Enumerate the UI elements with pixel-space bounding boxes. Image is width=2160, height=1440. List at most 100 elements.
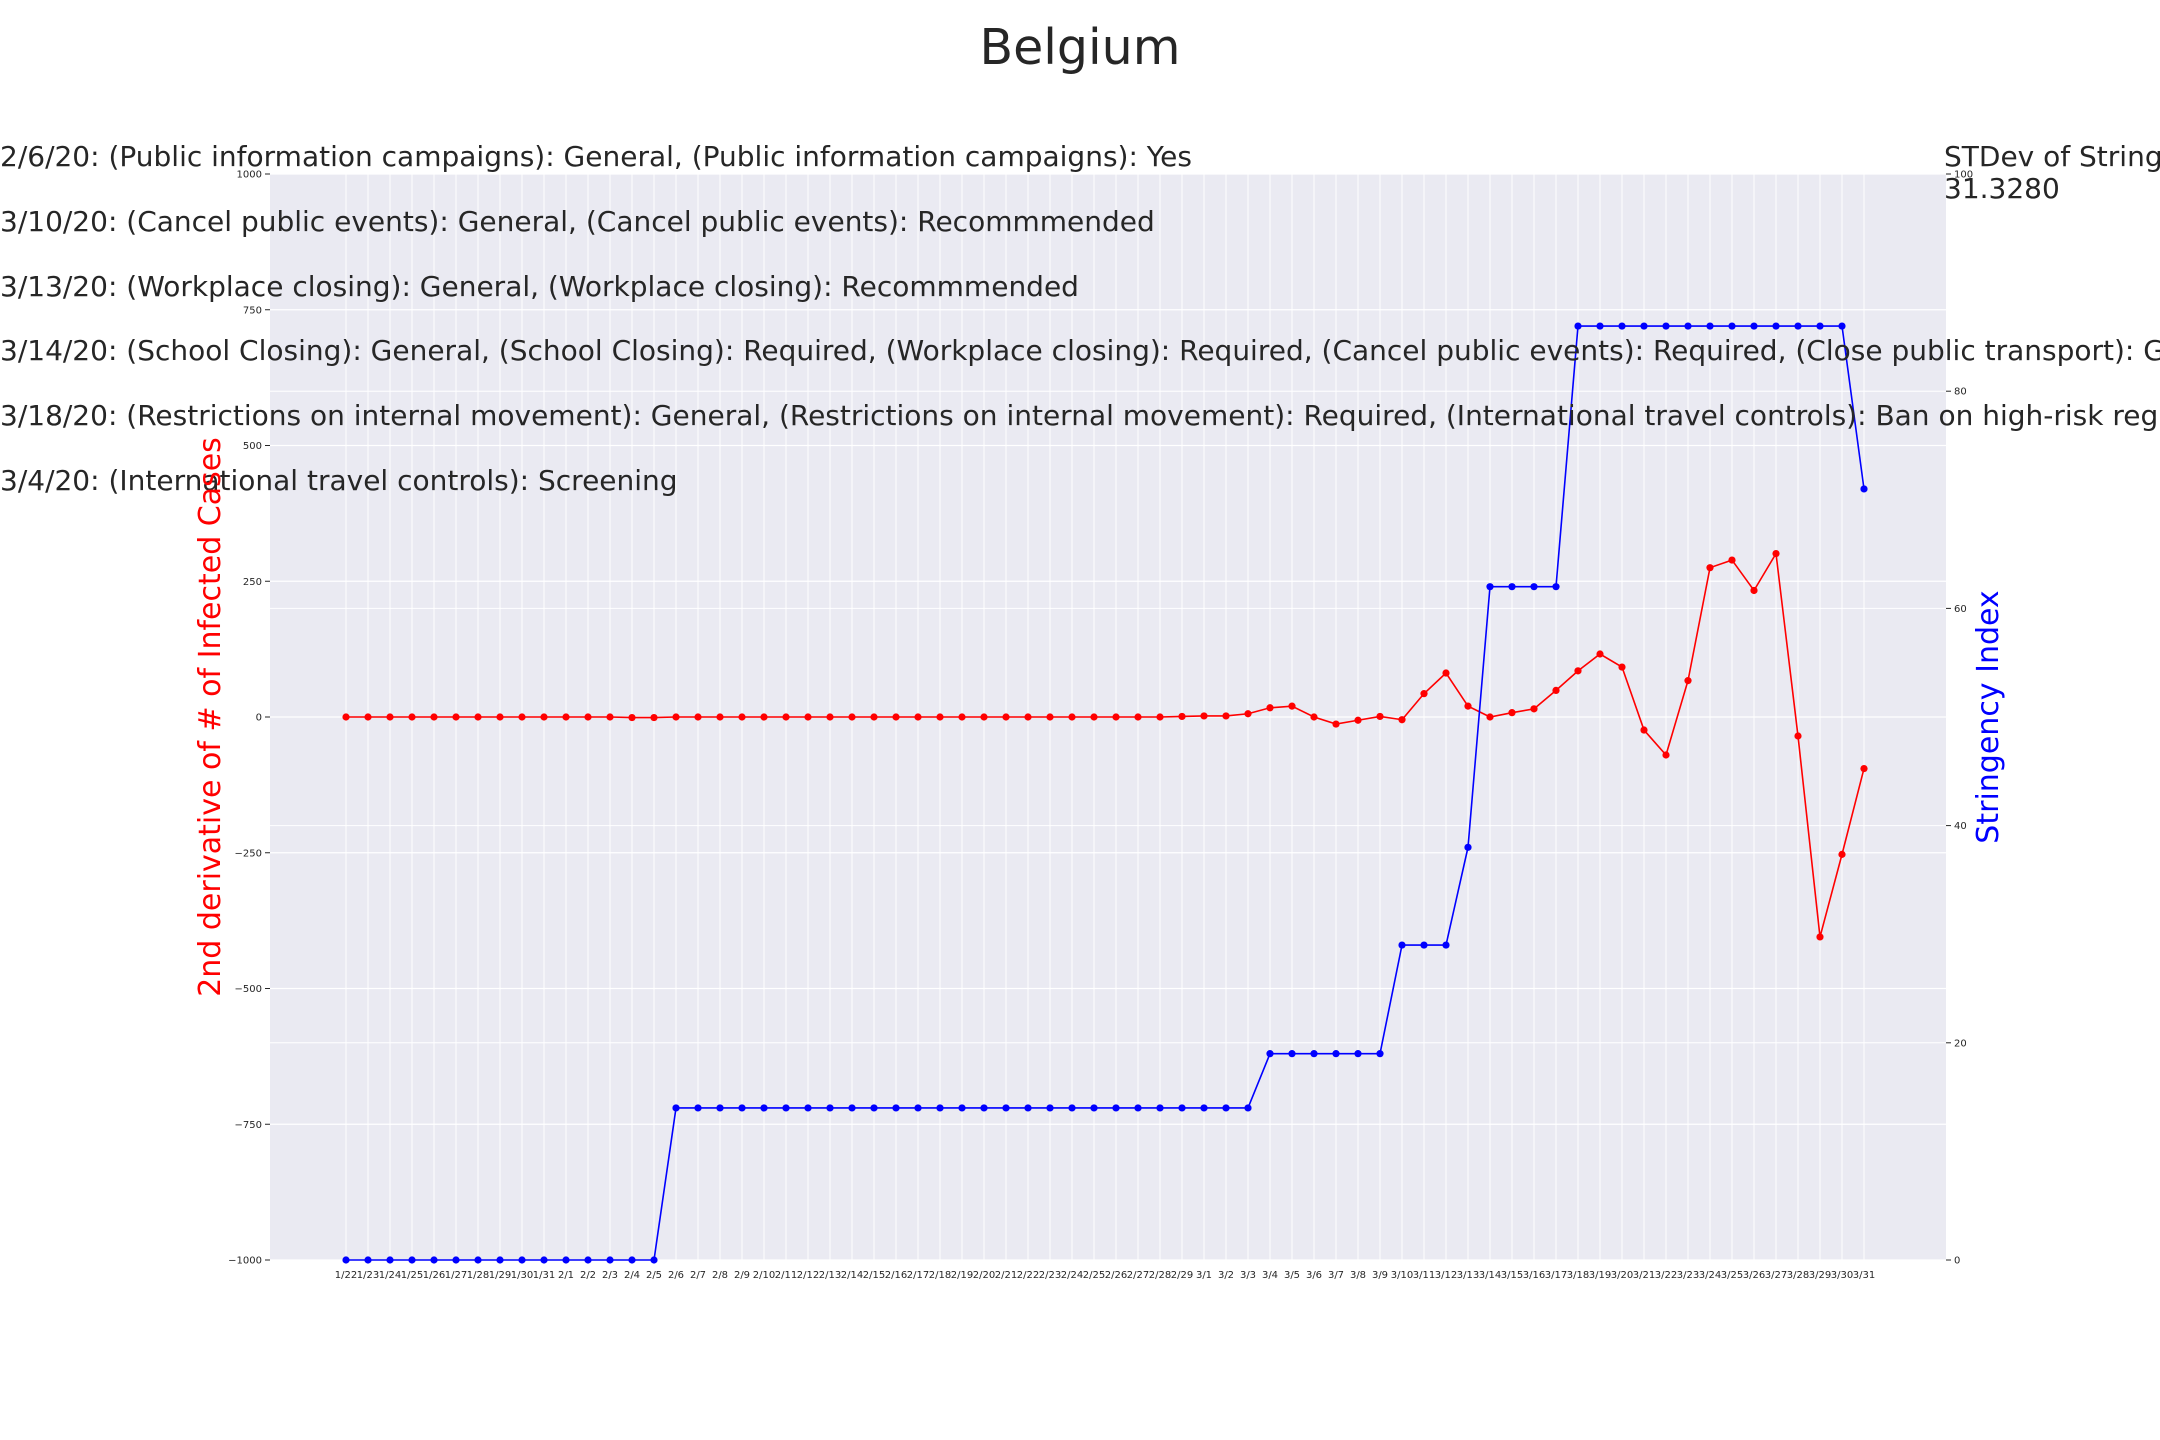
x-tick-label: 2/11 — [775, 1270, 797, 1281]
stdev-label: STDev of Stringency — [1944, 140, 2160, 173]
data-point-stringency — [1552, 583, 1560, 591]
x-tick-label: 3/5 — [1284, 1270, 1300, 1281]
data-point-stringency — [1442, 941, 1450, 949]
data-point-stringency — [1376, 1050, 1384, 1058]
data-point-stringency — [1112, 1104, 1120, 1112]
data-point-cases — [1420, 690, 1428, 698]
data-point-stringency — [1684, 322, 1692, 330]
data-point-cases — [760, 713, 768, 721]
data-point-stringency — [1662, 322, 1670, 330]
x-tick-label: 3/14 — [1479, 1270, 1501, 1281]
data-point-cases — [936, 713, 944, 721]
x-tick-label: 3/23 — [1677, 1270, 1699, 1281]
x-tick-label: 3/18 — [1567, 1270, 1589, 1281]
data-point-stringency — [1860, 485, 1868, 493]
data-point-cases — [1376, 712, 1384, 721]
x-tick-label: 3/6 — [1306, 1270, 1322, 1281]
x-tick-label: 3/7 — [1328, 1270, 1344, 1281]
x-tick-label: 2/10 — [753, 1270, 775, 1281]
data-point-cases — [1442, 669, 1450, 677]
data-point-stringency — [1508, 583, 1516, 591]
data-point-cases — [848, 713, 856, 721]
data-point-cases — [342, 713, 350, 721]
data-point-stringency — [1002, 1104, 1010, 1112]
x-tick-label: 3/30 — [1831, 1270, 1853, 1281]
data-point-stringency — [430, 1256, 438, 1264]
data-point-cases — [1178, 712, 1186, 721]
x-tick-label: 3/27 — [1765, 1270, 1787, 1281]
data-point-stringency — [408, 1256, 416, 1264]
data-point-cases — [1706, 564, 1714, 572]
x-tick-label: 1/30 — [511, 1270, 533, 1281]
x-tick-label: 3/21 — [1633, 1270, 1655, 1281]
data-point-cases — [1750, 586, 1758, 595]
data-point-cases — [1772, 549, 1780, 558]
data-point-cases — [1090, 713, 1098, 721]
annotation-5: 3/18/20: (Restrictions on internal movem… — [0, 399, 2160, 432]
data-point-stringency — [958, 1104, 966, 1112]
x-tick-label: 3/15 — [1501, 1270, 1523, 1281]
data-point-cases — [914, 713, 922, 721]
data-point-stringency — [914, 1104, 922, 1112]
x-tick-label: 2/15 — [863, 1270, 885, 1281]
x-tick-label: 2/13 — [819, 1270, 841, 1281]
data-point-stringency — [1200, 1104, 1208, 1112]
annotation-2: 3/10/20: (Cancel public events): General… — [0, 205, 1155, 238]
data-point-stringency — [1024, 1104, 1032, 1112]
data-point-stringency — [1156, 1104, 1164, 1112]
data-point-cases — [1552, 686, 1560, 694]
x-tick-label: 2/14 — [841, 1270, 863, 1281]
data-point-stringency — [496, 1256, 504, 1264]
data-point-cases — [1002, 713, 1010, 721]
x-tick-label: 2/20 — [973, 1270, 995, 1281]
data-point-stringency — [386, 1256, 394, 1264]
data-point-cases — [980, 713, 988, 721]
data-point-stringency — [980, 1104, 988, 1112]
x-tick-label: 2/12 — [797, 1270, 819, 1281]
x-tick-label: 3/25 — [1721, 1270, 1743, 1281]
x-tick-label: 1/23 — [357, 1270, 379, 1281]
x-tick-label: 2/6 — [668, 1270, 684, 1281]
x-tick-label: 3/24 — [1699, 1270, 1721, 1281]
data-point-stringency — [1838, 322, 1846, 330]
data-point-cases — [1266, 704, 1274, 712]
x-tick-label: 3/2 — [1218, 1270, 1234, 1281]
data-point-cases — [1398, 716, 1406, 724]
data-point-stringency — [650, 1256, 658, 1264]
data-point-stringency — [716, 1104, 724, 1112]
y-left-tick-label: 1000 — [237, 170, 262, 181]
data-point-cases — [826, 713, 834, 721]
data-point-stringency — [694, 1104, 702, 1112]
data-point-cases — [1816, 933, 1824, 941]
data-point-cases — [1134, 713, 1142, 721]
data-point-stringency — [936, 1104, 944, 1112]
data-point-cases — [562, 713, 570, 721]
x-tick-label: 2/19 — [951, 1270, 973, 1281]
x-tick-label: 3/22 — [1655, 1270, 1677, 1281]
x-tick-label: 1/24 — [379, 1270, 401, 1281]
data-point-cases — [408, 713, 416, 721]
x-tick-label: 2/7 — [690, 1270, 706, 1281]
data-point-stringency — [1750, 322, 1758, 330]
data-point-stringency — [1596, 322, 1604, 330]
x-tick-label: 2/3 — [602, 1270, 618, 1281]
data-point-stringency — [892, 1104, 900, 1112]
x-tick-label: 3/16 — [1523, 1270, 1545, 1281]
x-tick-label: 2/22 — [1017, 1270, 1039, 1281]
data-point-stringency — [804, 1104, 812, 1112]
data-point-stringency — [1816, 322, 1824, 330]
x-tick-label: 3/26 — [1743, 1270, 1765, 1281]
x-tick-label: 1/28 — [467, 1270, 489, 1281]
data-point-cases — [1200, 712, 1208, 720]
data-point-stringency — [782, 1104, 790, 1112]
x-tick-label: 1/27 — [445, 1270, 467, 1281]
x-tick-label: 2/17 — [907, 1270, 929, 1281]
annotation-1: 2/6/20: (Public information campaigns): … — [0, 140, 1192, 173]
data-point-stringency — [474, 1256, 482, 1264]
x-tick-label: 3/4 — [1262, 1270, 1278, 1281]
x-tick-label: 2/26 — [1105, 1270, 1127, 1281]
data-point-stringency — [1640, 322, 1648, 330]
data-point-stringency — [1310, 1050, 1318, 1058]
y-axis-left-label: 2nd derivative of # of Infected Cases — [193, 437, 228, 997]
y-right-tick-label: 100 — [1954, 170, 1973, 181]
